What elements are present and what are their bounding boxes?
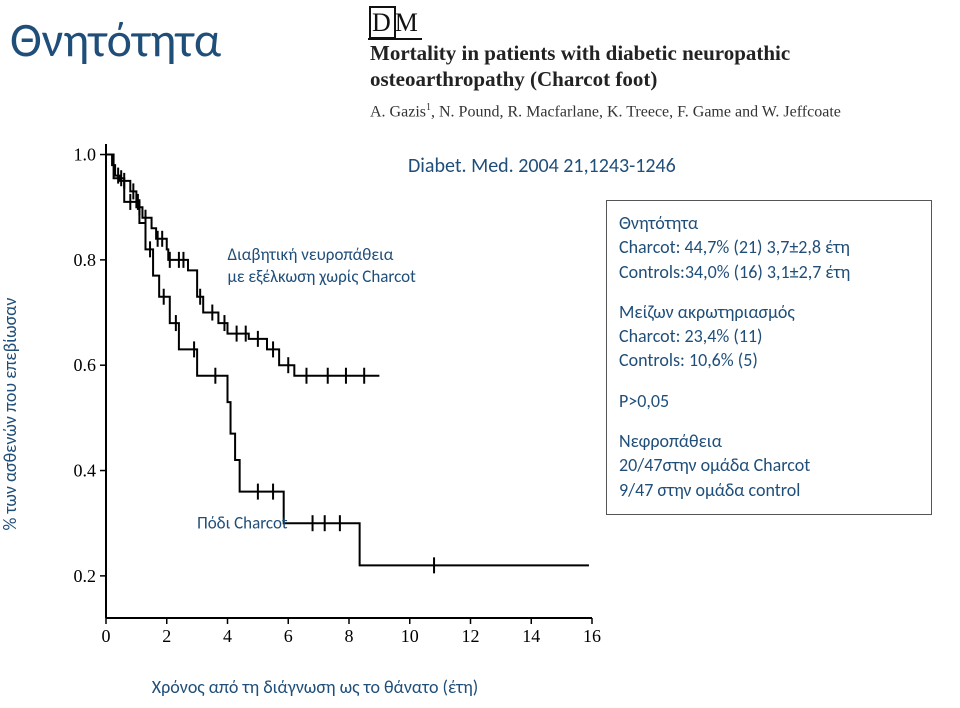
km-chart: % των ασθενών που επεβίωσαν 0.20.40.60.8… xyxy=(20,134,610,694)
stats-box: Θνητότητα Charcot: 44,7% (21) 3,7±2,8 έτ… xyxy=(606,200,932,515)
svg-text:0.4: 0.4 xyxy=(74,461,97,481)
amputation-controls: Controls: 10,6% (5) xyxy=(619,348,919,372)
svg-text:Διαβητική νευροπάθεια: Διαβητική νευροπάθεια xyxy=(228,244,394,265)
svg-text:4: 4 xyxy=(223,626,232,646)
svg-text:0: 0 xyxy=(102,626,111,646)
amputation-charcot: Charcot: 23,4% (11) xyxy=(619,324,919,348)
x-axis-label: Χρόνος από τη διάγνωση ως το θάνατο (έτη… xyxy=(152,676,479,698)
svg-text:10: 10 xyxy=(401,626,419,646)
svg-text:16: 16 xyxy=(583,626,601,646)
paper-title: Mortality in patients with diabetic neur… xyxy=(370,40,930,93)
svg-text:14: 14 xyxy=(522,626,540,646)
svg-text:8: 8 xyxy=(345,626,354,646)
km-plot-svg: 0.2 0.4 0.6 0.8 1.0 0 2 4 6 8 10 12 14 16 Διαβητική ν… xyxy=(62,134,602,664)
svg-text:με εξέλκωση χωρίς Charcot: με εξέλκωση χωρίς Charcot xyxy=(228,266,417,287)
amputation-heading: Μείζων ακρωτηριασμός xyxy=(619,300,919,324)
svg-text:0.8: 0.8 xyxy=(74,250,97,270)
journal-logo: DM xyxy=(368,8,422,40)
svg-text:2: 2 xyxy=(162,626,171,646)
svg-text:6: 6 xyxy=(284,626,293,646)
y-axis-label: % των ασθενών που επεβίωσαν xyxy=(0,298,21,531)
svg-text:0.2: 0.2 xyxy=(74,566,97,586)
nephropathy-heading: Νεφροπάθεια xyxy=(619,429,919,453)
mortality-heading: Θνητότητα xyxy=(619,211,919,235)
svg-text:Πόδι Charcot: Πόδι Charcot xyxy=(197,512,288,533)
mortality-charcot: Charcot: 44,7% (21) 3,7±2,8 έτη xyxy=(619,235,919,259)
svg-text:12: 12 xyxy=(462,626,480,646)
mortality-controls: Controls:34,0% (16) 3,1±2,7 έτη xyxy=(619,260,919,284)
slide-title: Θνητότητα xyxy=(10,10,221,69)
nephropathy-charcot: 20/47στην ομάδα Charcot xyxy=(619,453,919,477)
p-value: P>0,05 xyxy=(619,389,919,413)
svg-text:1.0: 1.0 xyxy=(74,145,97,165)
paper-authors: A. Gazis1, N. Pound, R. Macfarlane, K. T… xyxy=(370,102,841,121)
svg-text:0.6: 0.6 xyxy=(74,355,97,375)
nephropathy-controls: 9/47 στην ομάδα control xyxy=(619,478,919,502)
